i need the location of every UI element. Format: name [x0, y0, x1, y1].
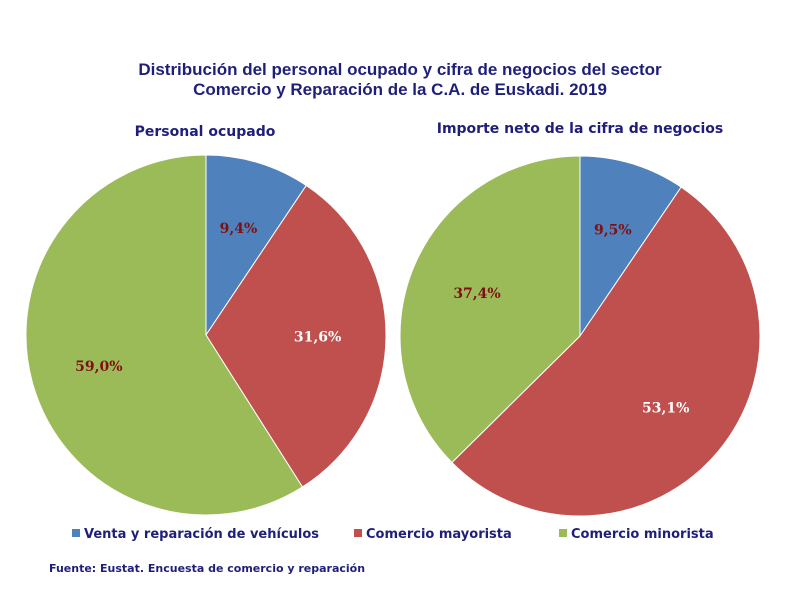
legend-item-vehiculos: Venta y reparación de vehículos [72, 527, 319, 542]
chart-title-line-2: Comercio y Reparación de la C.A. de Eusk… [193, 80, 607, 99]
pie-1-label-minorista: 59,0% [75, 359, 122, 375]
legend-swatch-vehiculos [72, 529, 80, 537]
legend-label-vehiculos: Venta y reparación de vehículos [84, 527, 320, 542]
legend-swatch-minorista [559, 529, 567, 537]
pie-2-label-vehiculos: 9,5% [594, 222, 632, 238]
pie-1-label-mayorista: 31,6% [294, 329, 341, 345]
legend-label-mayorista: Comercio mayorista [366, 527, 512, 542]
pie-2-slice-minorista [399, 155, 581, 464]
pie-2-title: Importe neto de la cifra de negocios [436, 121, 724, 137]
pie-1-slice-vehiculos [205, 154, 307, 337]
chart-title-line-1: Distribución del personal ocupado y cifr… [138, 60, 662, 79]
legend-item-mayorista: Comercio mayorista [354, 527, 512, 542]
pie-1-title: Personal ocupado [134, 124, 276, 140]
pie-2-label-mayorista: 53,1% [642, 400, 689, 416]
legend-swatch-mayorista [354, 529, 362, 537]
pie-2-slice-mayorista [451, 186, 761, 517]
pie-1-slice-minorista [25, 154, 304, 516]
source-note: Fuente: Eustat. Encuesta de comercio y r… [49, 562, 366, 575]
pie-2-slice-vehiculos [579, 155, 682, 338]
pie-1-slice-mayorista [205, 184, 387, 488]
pie-2-label-minorista: 37,4% [453, 286, 500, 302]
legend-label-minorista: Comercio minorista [571, 527, 714, 542]
legend-item-minorista: Comercio minorista [559, 527, 714, 542]
pie-1-label-vehiculos: 9,4% [220, 221, 258, 237]
